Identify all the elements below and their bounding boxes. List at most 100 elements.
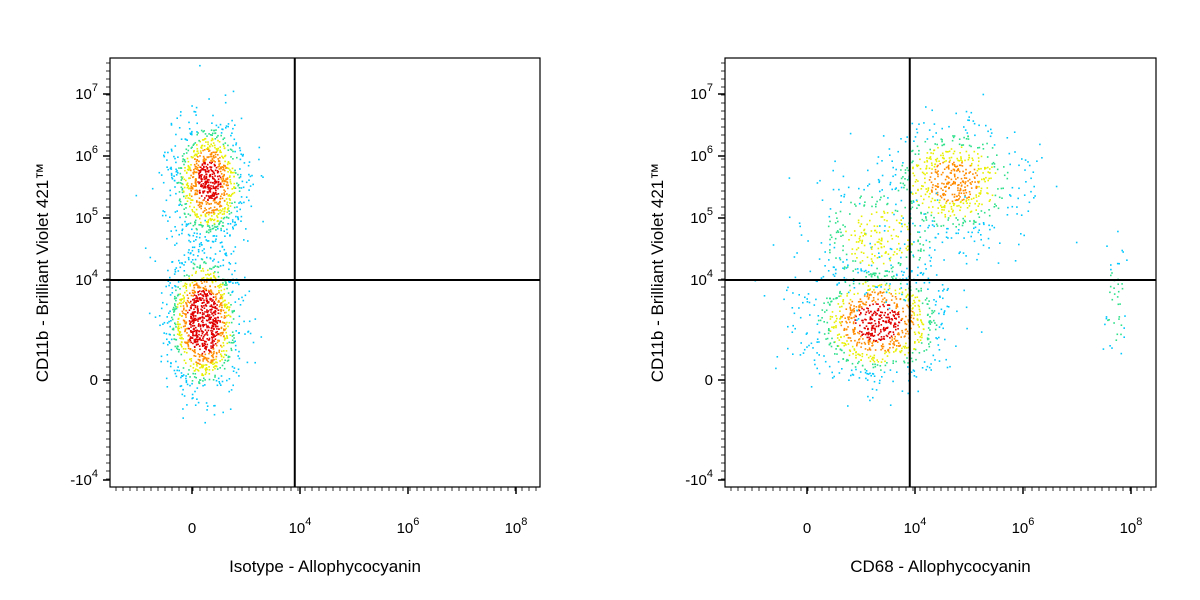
event-dot <box>868 296 870 298</box>
event-dot <box>943 198 946 201</box>
event-dot <box>220 151 222 154</box>
event-dot <box>870 329 873 331</box>
event-dot <box>198 290 201 292</box>
event-dot <box>858 306 861 308</box>
event-dot <box>859 330 861 333</box>
event-dot <box>227 171 229 173</box>
x-tick-label: 106 <box>1012 516 1035 537</box>
event-dot <box>214 313 217 316</box>
event-dot <box>854 203 856 206</box>
event-dot <box>192 372 194 375</box>
event-dot <box>870 246 872 249</box>
event-dot <box>827 270 830 272</box>
event-dot <box>206 368 208 371</box>
event-dot <box>175 242 178 245</box>
event-dot <box>835 326 837 329</box>
event-dot <box>874 229 877 232</box>
event-dot <box>847 343 850 345</box>
event-dot <box>883 297 886 299</box>
event-dot <box>957 176 959 179</box>
event-dot <box>957 189 959 192</box>
event-dot <box>219 382 221 385</box>
event-dot <box>221 296 224 299</box>
event-dot <box>180 333 183 336</box>
event-dot <box>868 336 870 339</box>
event-dot <box>173 297 176 300</box>
event-dot <box>859 239 861 242</box>
event-dot <box>224 165 226 167</box>
event-dot <box>1126 259 1128 261</box>
event-dot <box>885 321 887 324</box>
event-dot <box>900 270 903 273</box>
event-dot <box>894 174 897 176</box>
event-dot <box>945 200 948 203</box>
event-dot <box>912 302 914 305</box>
event-dot <box>872 327 874 330</box>
event-dot <box>938 312 940 315</box>
event-dot <box>235 172 237 174</box>
event-dot <box>242 153 244 156</box>
event-dot <box>888 270 890 273</box>
event-dot <box>199 264 201 267</box>
event-dot <box>848 284 851 287</box>
event-dot <box>943 204 946 207</box>
event-dot <box>874 327 876 330</box>
event-dot <box>965 200 967 203</box>
event-dot <box>216 265 219 268</box>
event-dot <box>221 185 223 188</box>
event-dot <box>917 204 920 206</box>
event-dot <box>226 184 228 187</box>
event-dot <box>206 309 208 311</box>
event-dot <box>888 331 891 333</box>
event-dot <box>819 179 821 182</box>
event-dot <box>162 210 164 212</box>
event-dot <box>171 316 173 319</box>
event-dot <box>886 274 888 277</box>
event-dot <box>200 166 202 169</box>
event-dot <box>842 300 844 303</box>
event-dot <box>216 175 219 178</box>
event-dot <box>943 157 945 160</box>
event-dot <box>1117 283 1119 285</box>
event-dot <box>842 224 844 226</box>
event-dot <box>904 206 906 209</box>
event-dot <box>962 221 964 224</box>
event-dot <box>915 128 918 130</box>
event-dot <box>210 308 212 311</box>
event-dot <box>220 302 223 304</box>
event-dot <box>840 293 843 295</box>
event-dot <box>178 334 181 336</box>
event-dot <box>952 136 955 139</box>
event-dot <box>183 319 186 322</box>
event-dot <box>181 155 184 157</box>
event-dot <box>843 351 845 354</box>
event-dot <box>896 345 898 347</box>
event-dot <box>1024 169 1026 171</box>
event-dot <box>870 230 873 232</box>
event-dot <box>187 335 190 337</box>
event-dot <box>228 261 230 264</box>
event-dot <box>859 324 861 327</box>
event-dot <box>857 318 860 320</box>
event-dot <box>224 305 227 307</box>
event-dot <box>938 326 941 328</box>
event-dot <box>214 209 217 211</box>
event-dot <box>183 195 185 198</box>
event-dot <box>181 228 184 231</box>
event-dot <box>890 267 893 270</box>
event-dot <box>197 320 199 322</box>
event-dot <box>230 341 232 344</box>
event-dot <box>233 186 236 189</box>
event-dot <box>208 274 210 276</box>
event-dot <box>218 381 220 383</box>
event-dot <box>211 218 213 221</box>
event-dot <box>211 361 214 363</box>
event-dot <box>870 322 872 325</box>
event-dot <box>224 281 227 283</box>
event-dot <box>847 316 849 318</box>
event-dot <box>851 317 853 319</box>
event-dot <box>904 345 907 348</box>
event-dot <box>880 314 882 316</box>
event-dot <box>882 298 884 301</box>
event-dot <box>921 202 924 205</box>
